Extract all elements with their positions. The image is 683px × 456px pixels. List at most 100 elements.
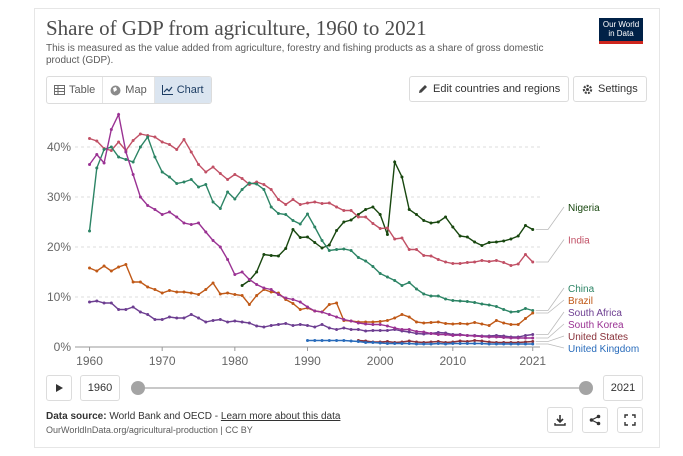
fullscreen-icon bbox=[624, 414, 636, 426]
data-point bbox=[378, 227, 382, 230]
data-point bbox=[335, 328, 339, 331]
footer-url[interactable]: OurWorldInData.org/agricultural-producti… bbox=[46, 425, 253, 435]
x-tick-label: 2010 bbox=[439, 354, 466, 368]
data-point bbox=[487, 241, 491, 244]
data-point bbox=[291, 298, 295, 301]
data-point bbox=[204, 288, 208, 291]
data-point bbox=[240, 270, 244, 274]
data-point bbox=[255, 283, 259, 286]
data-point bbox=[364, 259, 368, 263]
data-point bbox=[313, 309, 317, 313]
data-point bbox=[95, 139, 99, 143]
data-point bbox=[523, 342, 527, 346]
data-point bbox=[182, 221, 186, 225]
logo-line1: Our World bbox=[602, 20, 640, 29]
data-point bbox=[211, 281, 215, 285]
data-point bbox=[153, 155, 157, 159]
data-point bbox=[509, 310, 513, 314]
data-point bbox=[516, 336, 520, 340]
data-point bbox=[335, 339, 339, 342]
data-point bbox=[436, 294, 440, 298]
timeline-end-year[interactable]: 2021 bbox=[603, 375, 643, 401]
data-point bbox=[167, 210, 171, 214]
data-point bbox=[204, 320, 208, 324]
tab-map-label: Map bbox=[125, 84, 147, 96]
data-point bbox=[247, 181, 251, 185]
data-point bbox=[342, 220, 346, 224]
data-point bbox=[167, 289, 171, 292]
data-point bbox=[422, 330, 426, 334]
data-point bbox=[327, 249, 331, 252]
data-point bbox=[516, 234, 520, 238]
data-point bbox=[458, 299, 462, 303]
data-point bbox=[473, 301, 477, 304]
data-point bbox=[175, 182, 179, 185]
data-point bbox=[480, 339, 484, 343]
settings-button[interactable]: Settings bbox=[573, 76, 647, 102]
series-line-india bbox=[89, 133, 534, 267]
data-point bbox=[204, 183, 208, 186]
edit-countries-button[interactable]: Edit countries and regions bbox=[409, 76, 570, 102]
data-point bbox=[160, 213, 164, 216]
data-point bbox=[451, 225, 455, 229]
data-point bbox=[313, 339, 317, 342]
download-button[interactable] bbox=[547, 407, 573, 433]
timeline-start-handle[interactable] bbox=[131, 381, 145, 395]
data-point bbox=[487, 303, 491, 307]
data-point bbox=[269, 188, 273, 191]
data-point bbox=[327, 243, 331, 247]
data-point bbox=[218, 245, 222, 249]
data-point bbox=[109, 149, 113, 152]
data-point bbox=[218, 172, 222, 175]
data-point bbox=[400, 236, 404, 240]
data-point bbox=[342, 339, 346, 342]
data-point bbox=[335, 315, 339, 319]
data-point bbox=[211, 165, 215, 169]
label-connector bbox=[535, 343, 565, 349]
data-point bbox=[138, 132, 142, 136]
data-point bbox=[102, 148, 106, 151]
play-button[interactable] bbox=[46, 375, 72, 401]
timeline-end-handle[interactable] bbox=[579, 381, 593, 395]
download-icon bbox=[554, 415, 566, 426]
data-point bbox=[175, 316, 179, 320]
timeline-track[interactable] bbox=[138, 387, 586, 389]
data-point bbox=[429, 294, 433, 298]
data-point bbox=[262, 325, 266, 329]
data-point bbox=[109, 269, 113, 273]
data-point bbox=[473, 334, 477, 338]
data-point bbox=[473, 342, 477, 345]
data-point bbox=[385, 342, 389, 345]
data-point bbox=[400, 342, 404, 345]
learn-more-link[interactable]: Learn more about this data bbox=[220, 411, 341, 422]
timeline-start-year[interactable]: 1960 bbox=[80, 375, 120, 401]
data-point bbox=[335, 229, 339, 232]
data-point bbox=[516, 323, 520, 326]
data-point bbox=[502, 321, 506, 325]
data-point bbox=[444, 322, 448, 325]
data-point bbox=[356, 340, 360, 343]
data-point bbox=[320, 310, 324, 314]
data-point bbox=[523, 253, 527, 256]
owid-logo[interactable]: Our World in Data bbox=[599, 18, 643, 44]
tab-table[interactable]: Table bbox=[47, 77, 104, 103]
data-point bbox=[306, 212, 309, 216]
data-point bbox=[465, 334, 469, 337]
data-point bbox=[494, 240, 498, 244]
tab-chart[interactable]: Chart bbox=[154, 77, 211, 103]
share-button[interactable] bbox=[582, 407, 608, 433]
tab-map[interactable]: Map bbox=[103, 77, 155, 103]
data-point bbox=[197, 293, 201, 296]
data-point bbox=[509, 336, 513, 340]
label-connector bbox=[535, 311, 565, 335]
data-point bbox=[327, 313, 331, 316]
data-point bbox=[349, 218, 353, 222]
data-point bbox=[197, 316, 201, 320]
fullscreen-button[interactable] bbox=[617, 407, 643, 433]
data-point bbox=[523, 307, 527, 310]
data-point bbox=[378, 323, 382, 326]
data-point bbox=[356, 321, 360, 325]
data-point bbox=[429, 321, 433, 324]
data-point bbox=[356, 256, 360, 259]
